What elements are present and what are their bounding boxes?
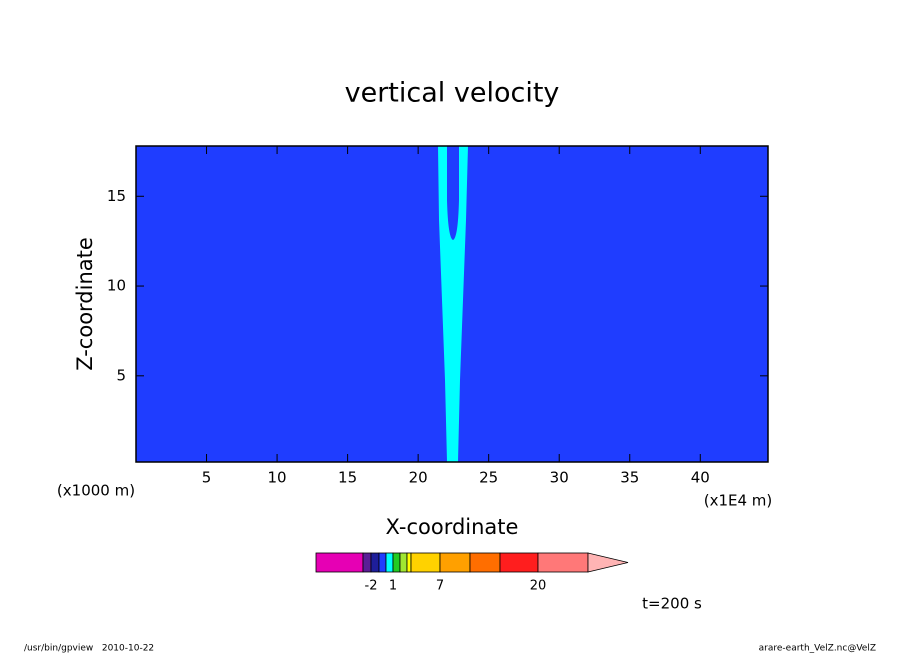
colorbar-segment	[410, 552, 441, 573]
x-tick-label: 35	[620, 469, 639, 487]
colorbar-segment	[537, 552, 589, 573]
contour-region	[438, 146, 468, 462]
y-axis-label: Z-coordinate	[73, 237, 97, 371]
colorbar-segment	[378, 552, 387, 573]
x-tick-label: 5	[202, 469, 212, 487]
colorbar-extension	[587, 552, 629, 573]
x-tick-label: 40	[691, 469, 710, 487]
footer-left: /usr/bin/gpview 2010-10-22	[24, 644, 154, 654]
colorbar-segment	[499, 552, 539, 573]
chart-title: vertical velocity	[345, 78, 560, 109]
plot-frame	[135, 145, 769, 463]
colorbar-label: -2	[365, 579, 378, 594]
x-unit: (x1E4 m)	[704, 492, 773, 510]
x-tick-label: 10	[268, 469, 287, 487]
y-unit: (x1000 m)	[57, 482, 135, 500]
colorbar-label: 7	[436, 579, 444, 594]
y-tick-label: 5	[116, 366, 126, 384]
x-tick-label: 25	[479, 469, 498, 487]
colorbar-segment	[370, 552, 380, 573]
x-tick-label: 20	[409, 469, 428, 487]
x-tick-label: 15	[338, 469, 357, 487]
colorbar-segment	[399, 552, 408, 573]
colorbar-segment	[392, 552, 401, 573]
colorbar-label: 20	[530, 579, 547, 594]
colorbar-segment	[406, 552, 412, 573]
x-tick-label: 30	[550, 469, 569, 487]
colorbar-segment	[439, 552, 471, 573]
y-tick-label: 10	[107, 277, 126, 295]
colorbar-segment	[362, 552, 372, 573]
x-axis-label: X-coordinate	[386, 515, 519, 539]
time-label: t=200 s	[642, 595, 702, 613]
colorbar-segment	[469, 552, 501, 573]
colorbar-segment	[315, 552, 364, 573]
colorbar-segment	[385, 552, 394, 573]
colorbar-label: 1	[389, 579, 397, 594]
footer-right: arare-earth_VelZ.nc@VelZ	[759, 644, 876, 654]
y-tick-label: 15	[107, 187, 126, 205]
